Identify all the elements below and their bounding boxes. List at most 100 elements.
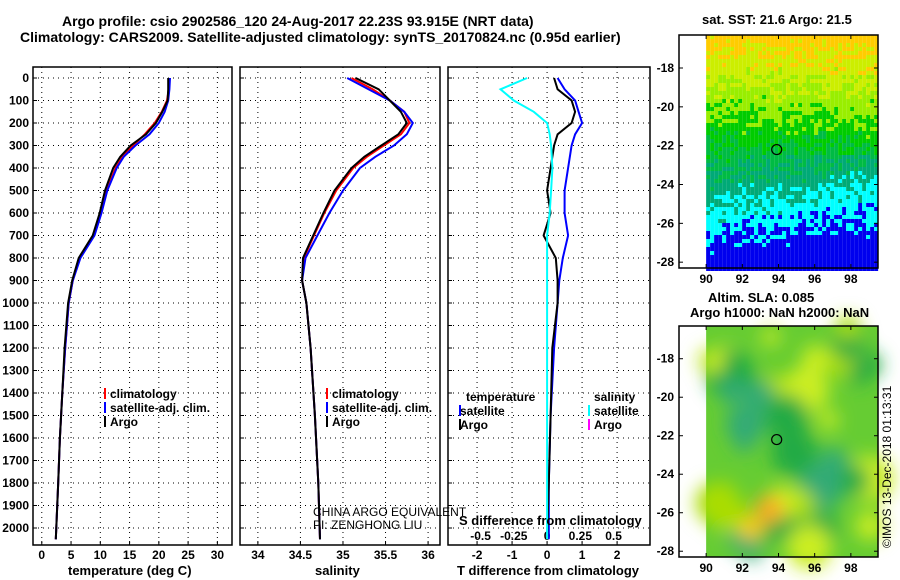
sst-pixel bbox=[722, 67, 727, 71]
sst-pixel bbox=[810, 147, 815, 151]
sst-pixel bbox=[722, 39, 727, 43]
sst-pixel bbox=[818, 71, 823, 75]
sst-pixel bbox=[874, 79, 879, 83]
sst-pixel bbox=[826, 127, 831, 131]
sst-pixel bbox=[706, 59, 711, 63]
sst-pixel bbox=[810, 243, 815, 247]
sst-pixel bbox=[782, 263, 787, 267]
sst-pixel bbox=[866, 71, 871, 75]
sst-pixel bbox=[794, 247, 799, 251]
sst-pixel bbox=[730, 43, 735, 47]
sst-pixel bbox=[782, 227, 787, 231]
sst-pixel bbox=[862, 79, 867, 83]
sst-pixel bbox=[754, 123, 759, 127]
sst-pixel bbox=[714, 155, 719, 159]
sst-pixel bbox=[838, 123, 843, 127]
sst-pixel bbox=[830, 215, 835, 219]
sst-pixel bbox=[794, 67, 799, 71]
sst-pixel bbox=[842, 203, 847, 207]
sst-pixel bbox=[810, 219, 815, 223]
sst-pixel bbox=[826, 115, 831, 119]
sst-pixel bbox=[830, 63, 835, 67]
sst-pixel bbox=[770, 179, 775, 183]
sst-pixel bbox=[822, 87, 827, 91]
sst-pixel bbox=[798, 175, 803, 179]
sst-pixel bbox=[710, 123, 715, 127]
sst-pixel bbox=[746, 199, 751, 203]
sst-pixel bbox=[706, 119, 711, 123]
sst-pixel bbox=[846, 191, 851, 195]
sst-pixel bbox=[758, 231, 763, 235]
sst-pixel bbox=[778, 203, 783, 207]
sst-pixel bbox=[774, 215, 779, 219]
s-diff-tick-label: 0.25 bbox=[569, 529, 593, 543]
sst-pixel bbox=[870, 95, 875, 99]
sst-pixel bbox=[778, 179, 783, 183]
sst-pixel bbox=[790, 119, 795, 123]
sst-pixel bbox=[790, 59, 795, 63]
sst-pixel bbox=[774, 227, 779, 231]
sst-pixel bbox=[838, 259, 843, 263]
sst-pixel bbox=[730, 47, 735, 51]
sst-pixel bbox=[874, 139, 879, 143]
sst-pixel bbox=[854, 135, 859, 139]
sst-pixel bbox=[838, 251, 843, 255]
sst-pixel bbox=[854, 163, 859, 167]
sst-pixel bbox=[794, 87, 799, 91]
sst-pixel bbox=[774, 235, 779, 239]
legend-label: Argo bbox=[594, 418, 622, 432]
sst-pixel bbox=[778, 71, 783, 75]
sst-pixel bbox=[738, 115, 743, 119]
sst-pixel bbox=[822, 175, 827, 179]
sst-pixel bbox=[750, 59, 755, 63]
sla-blob bbox=[819, 410, 839, 430]
sst-pixel bbox=[830, 51, 835, 55]
sst-pixel bbox=[730, 247, 735, 251]
sst-pixel bbox=[822, 235, 827, 239]
sla-blob bbox=[708, 494, 748, 534]
sst-pixel bbox=[842, 67, 847, 71]
sst-pixel bbox=[870, 231, 875, 235]
sst-pixel bbox=[838, 115, 843, 119]
sst-pixel bbox=[798, 135, 803, 139]
sst-pixel bbox=[858, 255, 863, 259]
sst-pixel bbox=[870, 159, 875, 163]
sst-pixel bbox=[710, 211, 715, 215]
sst-pixel bbox=[734, 139, 739, 143]
sst-pixel bbox=[770, 131, 775, 135]
map-x-tick-label: 92 bbox=[736, 272, 750, 286]
sst-pixel bbox=[734, 127, 739, 131]
sst-pixel bbox=[830, 187, 835, 191]
sst-pixel bbox=[810, 111, 815, 115]
sst-pixel bbox=[846, 87, 851, 91]
sst-pixel bbox=[762, 163, 767, 167]
legend-label: satellite bbox=[460, 404, 505, 418]
sst-pixel bbox=[858, 47, 863, 51]
sst-pixel bbox=[726, 259, 731, 263]
sst-pixel bbox=[758, 115, 763, 119]
sla-blob bbox=[764, 394, 809, 439]
sst-pixel bbox=[814, 151, 819, 155]
sst-pixel bbox=[758, 139, 763, 143]
sst-pixel bbox=[830, 243, 835, 247]
sst-pixel bbox=[734, 203, 739, 207]
sst-pixel bbox=[850, 263, 855, 267]
sst-pixel bbox=[802, 147, 807, 151]
sst-pixel bbox=[794, 255, 799, 259]
sst-pixel bbox=[866, 171, 871, 175]
sst-pixel bbox=[814, 179, 819, 183]
sst-pixel bbox=[802, 195, 807, 199]
sst-pixel bbox=[842, 123, 847, 127]
sst-pixel bbox=[774, 51, 779, 55]
sst-pixel bbox=[850, 175, 855, 179]
sst-pixel bbox=[746, 79, 751, 83]
sst-pixel bbox=[718, 267, 723, 271]
sst-pixel bbox=[742, 51, 747, 55]
sst-pixel bbox=[782, 175, 787, 179]
sst-pixel bbox=[866, 183, 871, 187]
x-tick-label: -2 bbox=[472, 548, 483, 562]
sst-pixel bbox=[730, 91, 735, 95]
sst-pixel bbox=[706, 239, 711, 243]
sst-pixel bbox=[822, 231, 827, 235]
sst-pixel bbox=[862, 179, 867, 183]
